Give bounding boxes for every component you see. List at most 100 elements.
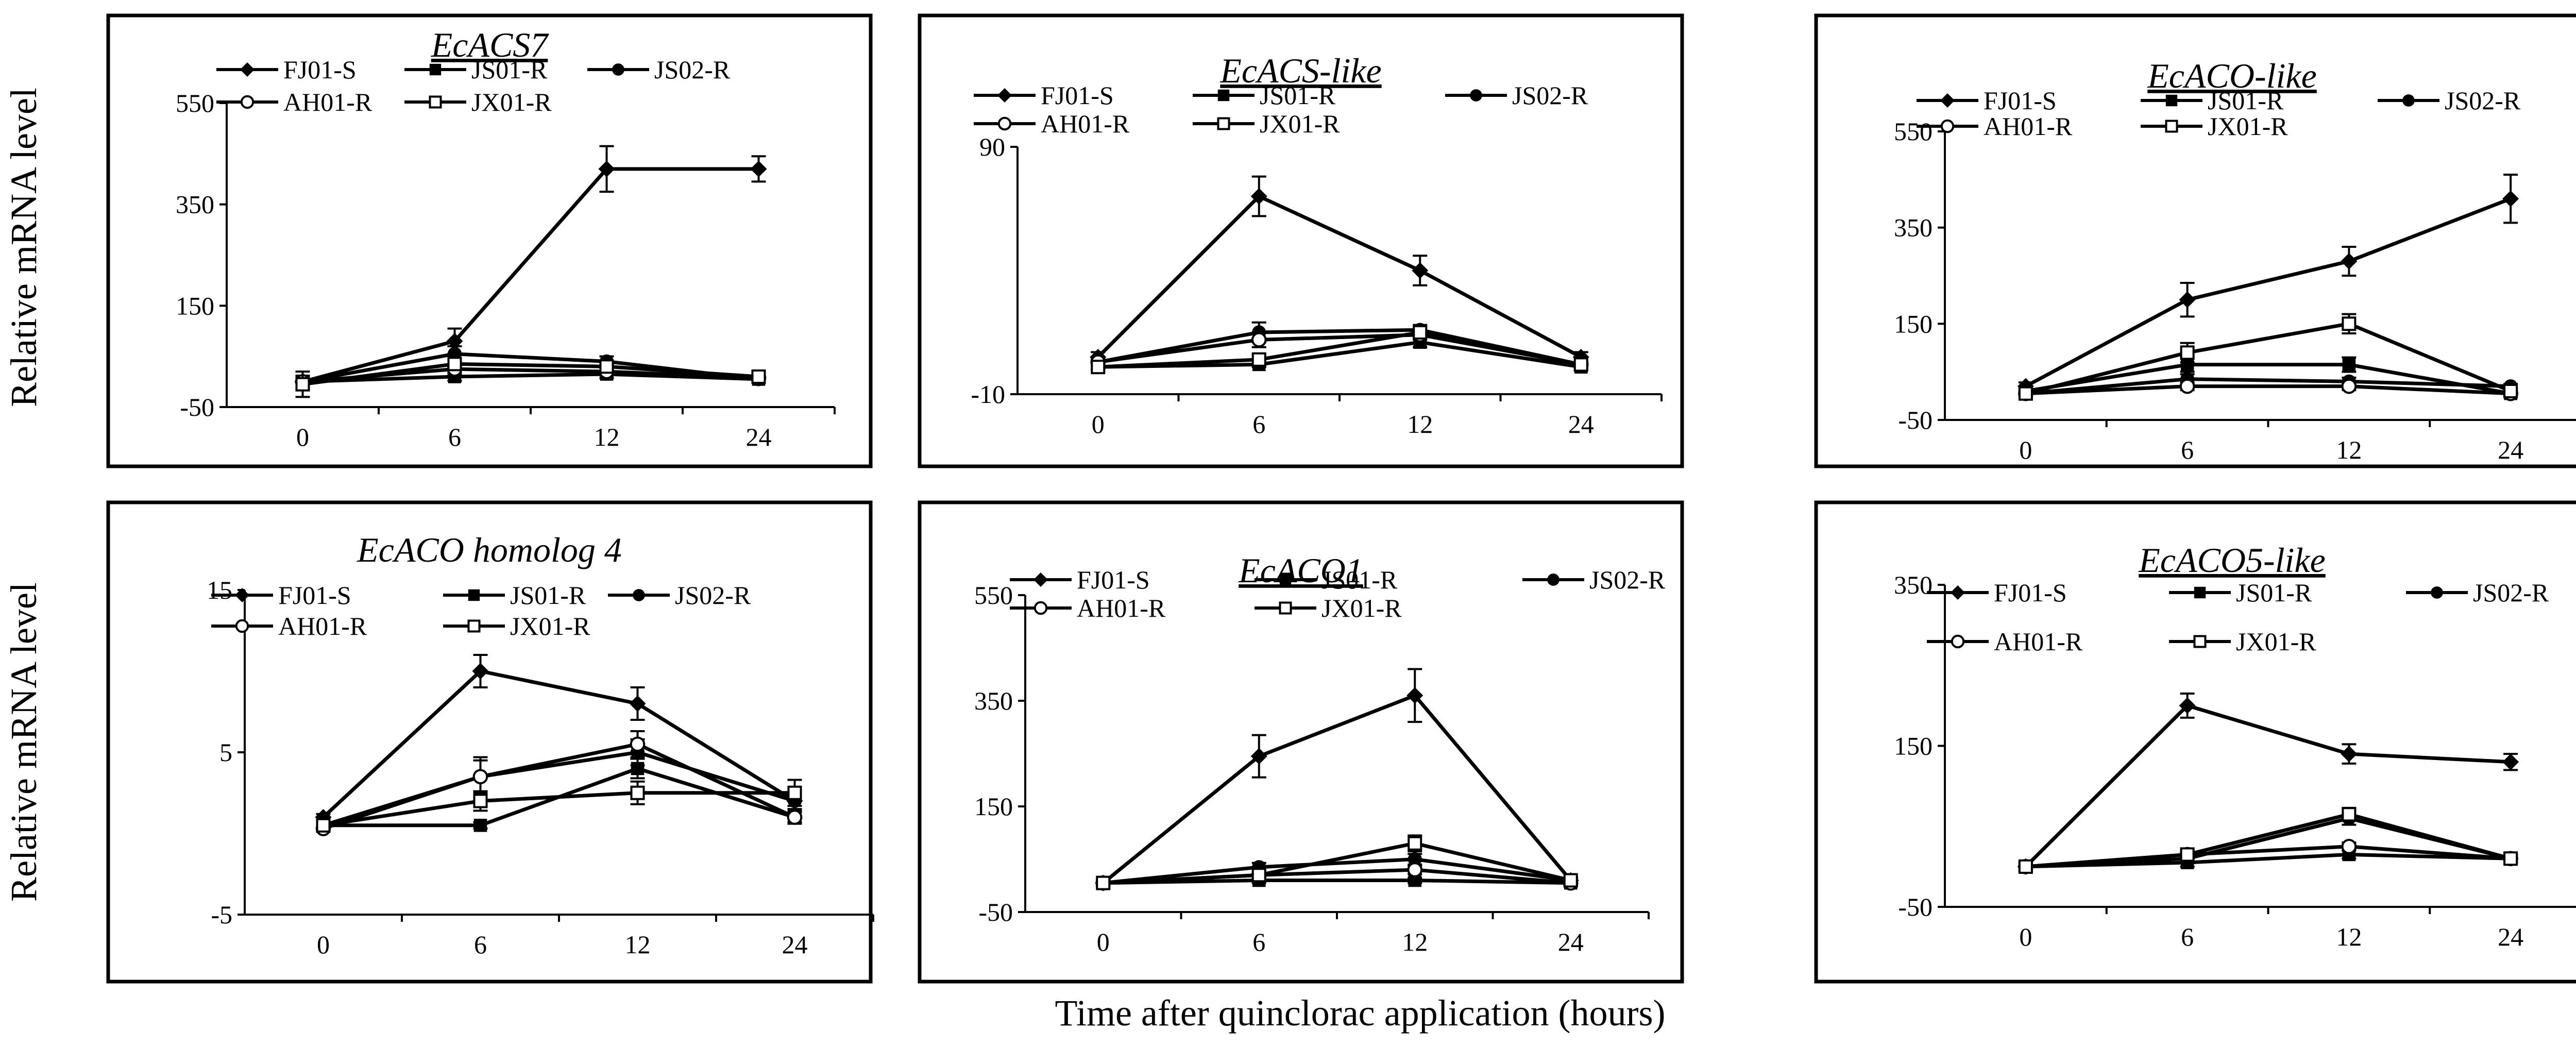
legend-marker xyxy=(2165,94,2178,107)
data-point xyxy=(2341,746,2358,763)
series-line xyxy=(2025,363,2511,396)
legend-label: JX01-R xyxy=(1260,109,1340,138)
data-point xyxy=(2503,384,2518,398)
x-tick-label: 6 xyxy=(1252,927,1265,956)
legend-item: AH01-R xyxy=(216,88,372,116)
legend-item: JS02-R xyxy=(608,581,751,610)
legend-label: JS01-R xyxy=(471,55,548,84)
legend-marker xyxy=(2402,94,2415,107)
legend-label: JS01-R xyxy=(1321,565,1398,594)
x-tick-label: 6 xyxy=(2181,922,2194,951)
x-tick-label: 24 xyxy=(1568,410,1594,438)
data-point xyxy=(1413,325,1428,340)
series-FJ01-S xyxy=(2017,174,2519,395)
data-point xyxy=(2341,839,2357,854)
legend-marker xyxy=(1951,585,1965,600)
legend-marker xyxy=(1940,119,1955,133)
x-tick-label: 0 xyxy=(296,423,309,451)
legend-label: FJ01-S xyxy=(1041,81,1114,110)
data-point xyxy=(2342,358,2356,372)
data-point xyxy=(473,818,487,832)
series-JX01-R xyxy=(2018,806,2518,874)
x-axis-label: Time after quinclorac application (hours… xyxy=(1055,992,1666,1034)
series-line xyxy=(302,167,759,384)
series-line xyxy=(2024,703,2511,868)
legend-label: AH01-R xyxy=(1984,112,2073,141)
panel-frame xyxy=(1814,500,2576,984)
legend-item: AH01-R xyxy=(1010,594,1166,622)
legend-item: JX01-R xyxy=(2141,112,2288,141)
x-tick-label: 12 xyxy=(1407,410,1433,438)
legend-item: FJ01-S xyxy=(974,81,1114,110)
data-point xyxy=(2180,345,2195,360)
legend-label: AH01-R xyxy=(1041,109,1130,138)
series-line xyxy=(302,362,759,386)
y-tick-label: -5 xyxy=(211,900,232,929)
data-point xyxy=(1251,352,1266,367)
data-point xyxy=(1096,875,1111,890)
panel-1: -10 90 0 6 12 24 EcACS-like FJ01-S JS01-R JS02-R A… xyxy=(918,13,1684,468)
data-point xyxy=(473,794,488,808)
data-point xyxy=(2503,851,2518,866)
legend-marker xyxy=(1279,601,1292,615)
chart-title: EcACS-like xyxy=(1219,51,1381,90)
series-line xyxy=(2025,197,2512,388)
legend-marker xyxy=(1033,601,1048,615)
series-line xyxy=(1103,857,1571,885)
legend-marker xyxy=(1470,89,1482,102)
legend-item: JS02-R xyxy=(2378,86,2521,115)
legend-item: FJ01-S xyxy=(216,55,357,84)
legend-label: JS01-R xyxy=(2208,86,2284,115)
y-axis-label-bottom: Relative mRNA level xyxy=(3,582,44,902)
data-point xyxy=(2018,859,2033,874)
data-point xyxy=(599,359,614,374)
x-tick-label: 24 xyxy=(2498,435,2523,464)
data-point xyxy=(1563,873,1578,888)
x-tick-label: 24 xyxy=(1558,927,1584,956)
chart-title: EcACO homolog 4 xyxy=(357,530,622,569)
x-tick-label: 6 xyxy=(448,423,461,451)
data-point xyxy=(1407,862,1423,878)
data-point xyxy=(1250,188,1267,205)
legend-item: JX01-R xyxy=(2169,627,2316,656)
legend-marker xyxy=(633,589,645,601)
data-point xyxy=(2341,378,2357,394)
data-point xyxy=(1573,357,1588,372)
data-point xyxy=(1406,687,1423,704)
legend-label: JS02-R xyxy=(654,55,731,84)
series-JX01-R xyxy=(1096,834,1578,890)
x-tick-label: 6 xyxy=(474,930,487,959)
y-tick-label: 5 xyxy=(219,738,232,767)
legend-marker xyxy=(2194,586,2206,599)
panel-2: -50 150 350 550 0 6 12 24 EcACO-like FJ01-S JS01-R… xyxy=(1814,13,2576,468)
legend-item: JS01-R xyxy=(1193,81,1336,110)
data-point xyxy=(787,809,803,825)
data-point xyxy=(472,663,489,680)
x-tick-label: 12 xyxy=(625,930,651,959)
data-point xyxy=(598,160,615,177)
panel-5: -50 150 350 0 6 12 24 EcACO5-like FJ01-S JS01-R JS… xyxy=(1814,500,2576,984)
x-tick-label: 6 xyxy=(2181,435,2194,464)
y-tick-label: -50 xyxy=(180,393,214,421)
legend-marker xyxy=(2431,586,2443,599)
data-point xyxy=(2179,291,2196,308)
y-tick-label: 150 xyxy=(176,291,214,320)
data-point xyxy=(751,369,766,384)
x-tick-label: 0 xyxy=(2019,922,2032,951)
y-tick-label: 350 xyxy=(1894,213,1933,242)
panel-frame xyxy=(106,500,873,984)
legend-marker xyxy=(997,88,1012,103)
legend-item: AH01-R xyxy=(974,109,1130,138)
data-point xyxy=(630,736,646,752)
legend-marker xyxy=(240,62,255,77)
x-tick-label: 12 xyxy=(2336,435,2362,464)
x-tick-label: 0 xyxy=(1092,410,1105,438)
legend-label: JX01-R xyxy=(471,88,552,116)
legend-label: JS02-R xyxy=(2445,86,2521,115)
chart-title: EcACO-like xyxy=(2147,56,2317,95)
legend-label: FJ01-S xyxy=(1984,86,2057,115)
legend-label: AH01-R xyxy=(1077,594,1166,622)
legend-marker xyxy=(235,619,249,633)
